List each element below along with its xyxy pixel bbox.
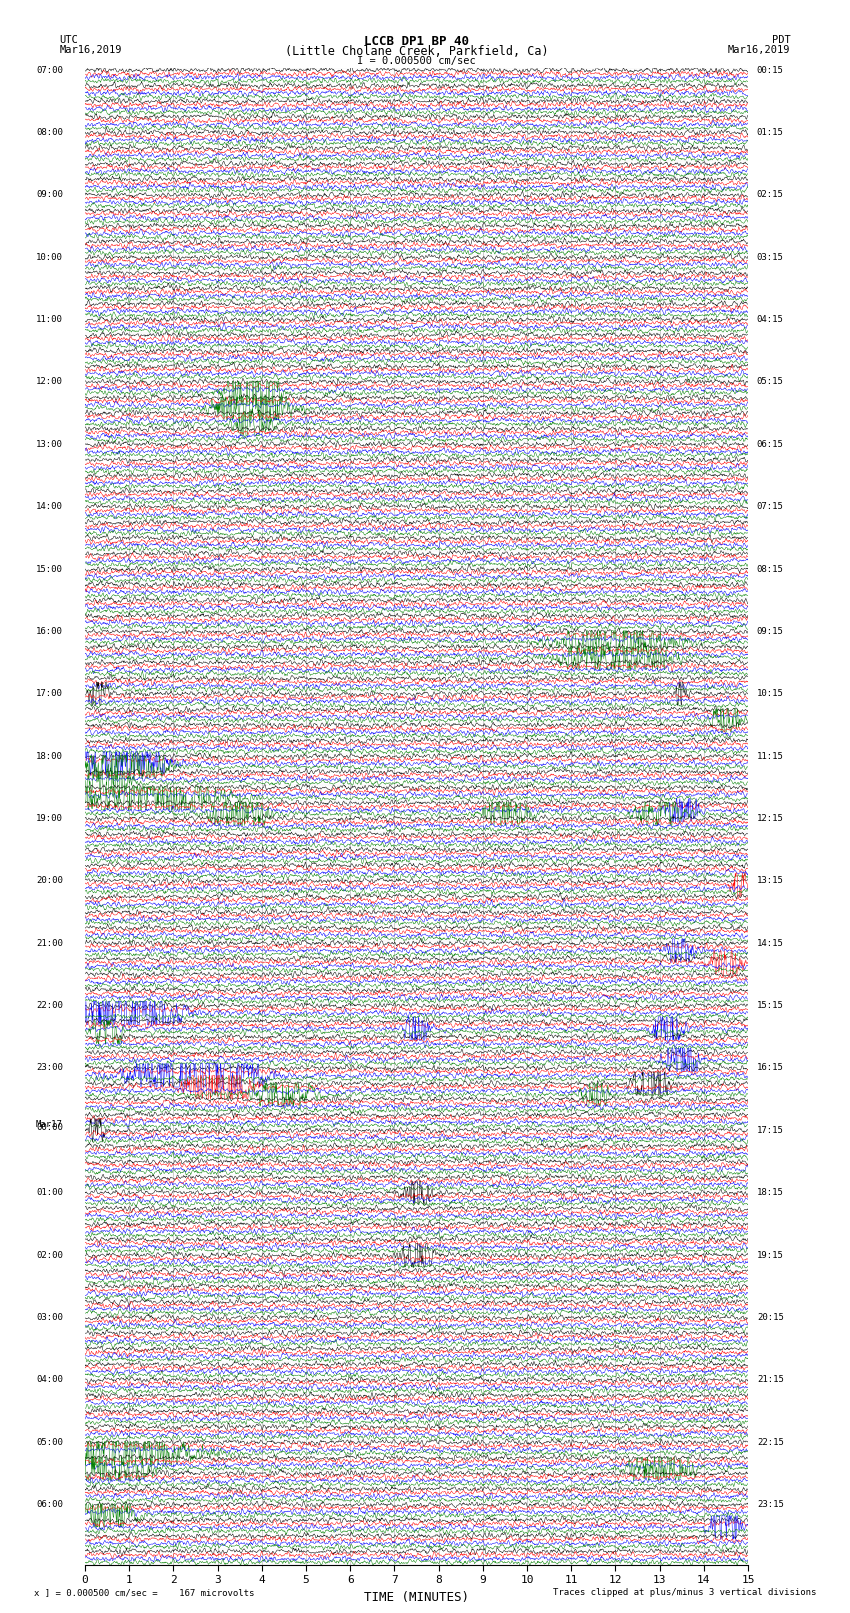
Text: 21:15: 21:15 — [756, 1376, 784, 1384]
Text: 13:15: 13:15 — [756, 876, 784, 886]
Text: 05:00: 05:00 — [36, 1437, 63, 1447]
Text: 07:00: 07:00 — [36, 66, 63, 74]
Text: LCCB DP1 BP 40: LCCB DP1 BP 40 — [364, 35, 469, 48]
Text: 14:00: 14:00 — [36, 502, 63, 511]
Text: 06:00: 06:00 — [36, 1500, 63, 1510]
Text: 06:15: 06:15 — [756, 440, 784, 448]
Text: I = 0.000500 cm/sec: I = 0.000500 cm/sec — [357, 56, 476, 66]
Text: 09:15: 09:15 — [756, 627, 784, 636]
Text: 01:15: 01:15 — [756, 127, 784, 137]
Text: 11:00: 11:00 — [36, 315, 63, 324]
Text: 17:00: 17:00 — [36, 689, 63, 698]
Text: 15:00: 15:00 — [36, 565, 63, 574]
Text: 23:00: 23:00 — [36, 1063, 63, 1073]
Text: 18:15: 18:15 — [756, 1189, 784, 1197]
Text: 10:00: 10:00 — [36, 253, 63, 261]
Text: 20:15: 20:15 — [756, 1313, 784, 1323]
Text: x ] = 0.000500 cm/sec =    167 microvolts: x ] = 0.000500 cm/sec = 167 microvolts — [34, 1587, 254, 1597]
Text: 02:15: 02:15 — [756, 190, 784, 200]
Text: 00:15: 00:15 — [756, 66, 784, 74]
Text: 09:00: 09:00 — [36, 190, 63, 200]
Text: 17:15: 17:15 — [756, 1126, 784, 1136]
Text: 07:15: 07:15 — [756, 502, 784, 511]
Text: 01:00: 01:00 — [36, 1189, 63, 1197]
Text: 03:00: 03:00 — [36, 1313, 63, 1323]
Text: Mar16,2019: Mar16,2019 — [728, 45, 791, 55]
Text: 23:15: 23:15 — [756, 1500, 784, 1510]
X-axis label: TIME (MINUTES): TIME (MINUTES) — [364, 1590, 469, 1603]
Text: 10:15: 10:15 — [756, 689, 784, 698]
Text: 20:00: 20:00 — [36, 876, 63, 886]
Text: 03:15: 03:15 — [756, 253, 784, 261]
Text: 19:00: 19:00 — [36, 815, 63, 823]
Text: 08:15: 08:15 — [756, 565, 784, 574]
Text: 21:00: 21:00 — [36, 939, 63, 948]
Text: UTC: UTC — [60, 35, 78, 45]
Text: 15:15: 15:15 — [756, 1002, 784, 1010]
Text: 08:00: 08:00 — [36, 127, 63, 137]
Text: 12:00: 12:00 — [36, 377, 63, 387]
Text: 18:00: 18:00 — [36, 752, 63, 761]
Text: 19:15: 19:15 — [756, 1250, 784, 1260]
Text: 22:15: 22:15 — [756, 1437, 784, 1447]
Text: 04:00: 04:00 — [36, 1376, 63, 1384]
Text: Traces clipped at plus/minus 3 vertical divisions: Traces clipped at plus/minus 3 vertical … — [552, 1587, 816, 1597]
Text: 02:00: 02:00 — [36, 1250, 63, 1260]
Text: 14:15: 14:15 — [756, 939, 784, 948]
Text: 11:15: 11:15 — [756, 752, 784, 761]
Text: (Little Cholane Creek, Parkfield, Ca): (Little Cholane Creek, Parkfield, Ca) — [285, 45, 548, 58]
Text: 04:15: 04:15 — [756, 315, 784, 324]
Text: 13:00: 13:00 — [36, 440, 63, 448]
Text: PDT: PDT — [772, 35, 791, 45]
Text: 00:00: 00:00 — [36, 1123, 63, 1132]
Text: 16:15: 16:15 — [756, 1063, 784, 1073]
Text: Mar17: Mar17 — [36, 1119, 63, 1129]
Text: 05:15: 05:15 — [756, 377, 784, 387]
Text: 12:15: 12:15 — [756, 815, 784, 823]
Text: 16:00: 16:00 — [36, 627, 63, 636]
Text: Mar16,2019: Mar16,2019 — [60, 45, 122, 55]
Text: 22:00: 22:00 — [36, 1002, 63, 1010]
